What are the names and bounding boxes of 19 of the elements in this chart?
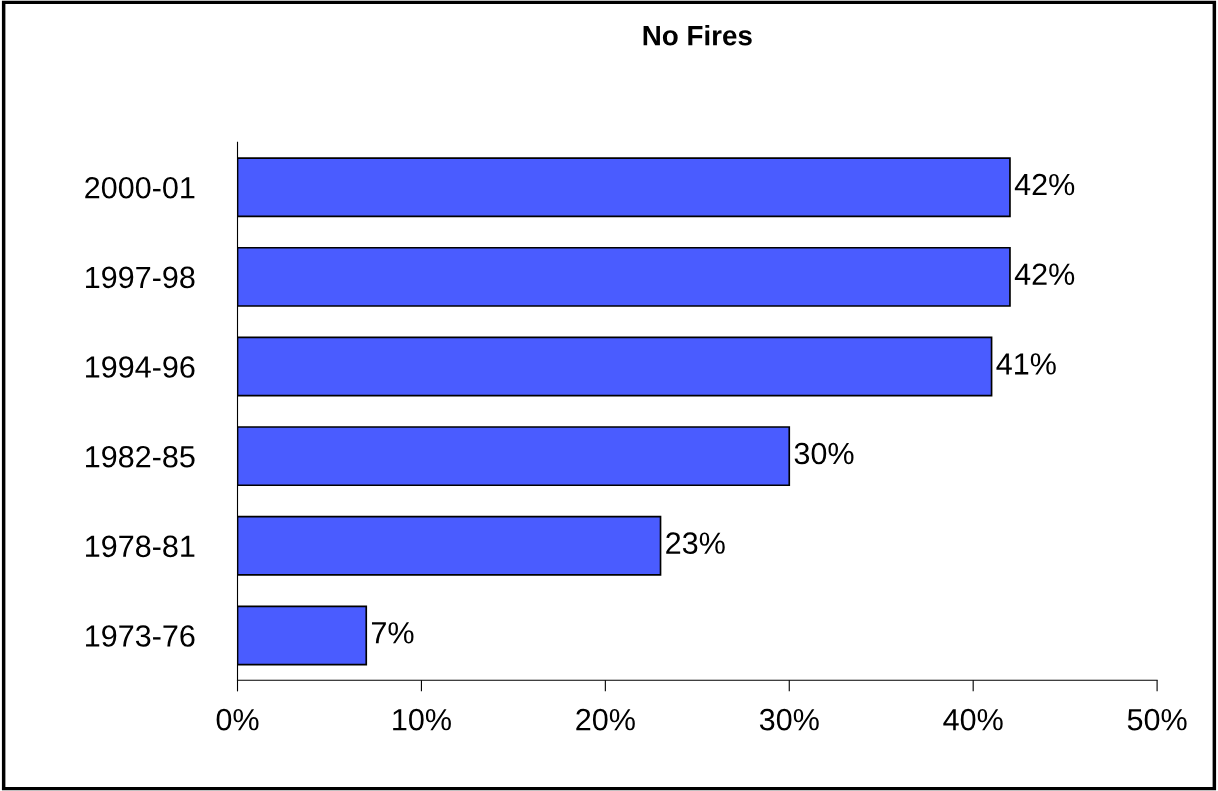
x-tick-label: 50% [1127,708,1187,731]
data-label: 41% [996,353,1056,375]
x-tick-label: 40% [943,708,1003,731]
chart-title: No Fires [643,25,752,46]
x-tick-label: 0% [216,708,259,731]
data-label: 7% [371,622,414,644]
y-tick-label: 1978-81 [86,535,195,558]
y-tick-label: 1997-98 [86,266,195,289]
x-tick-label: 20% [576,708,635,731]
x-tick-label: 30% [759,708,819,731]
data-label: 23% [666,532,725,554]
y-tick-label: 1973-76 [86,625,195,647]
y-tick-label: 1994-96 [86,356,195,378]
data-label: 42% [1014,263,1075,285]
data-label: 30% [794,442,854,465]
y-tick-label: 2000-01 [85,176,195,199]
y-tick-label: 1982-85 [86,445,195,468]
x-tick-label: 10% [393,708,451,731]
data-label: 42% [1014,173,1075,196]
